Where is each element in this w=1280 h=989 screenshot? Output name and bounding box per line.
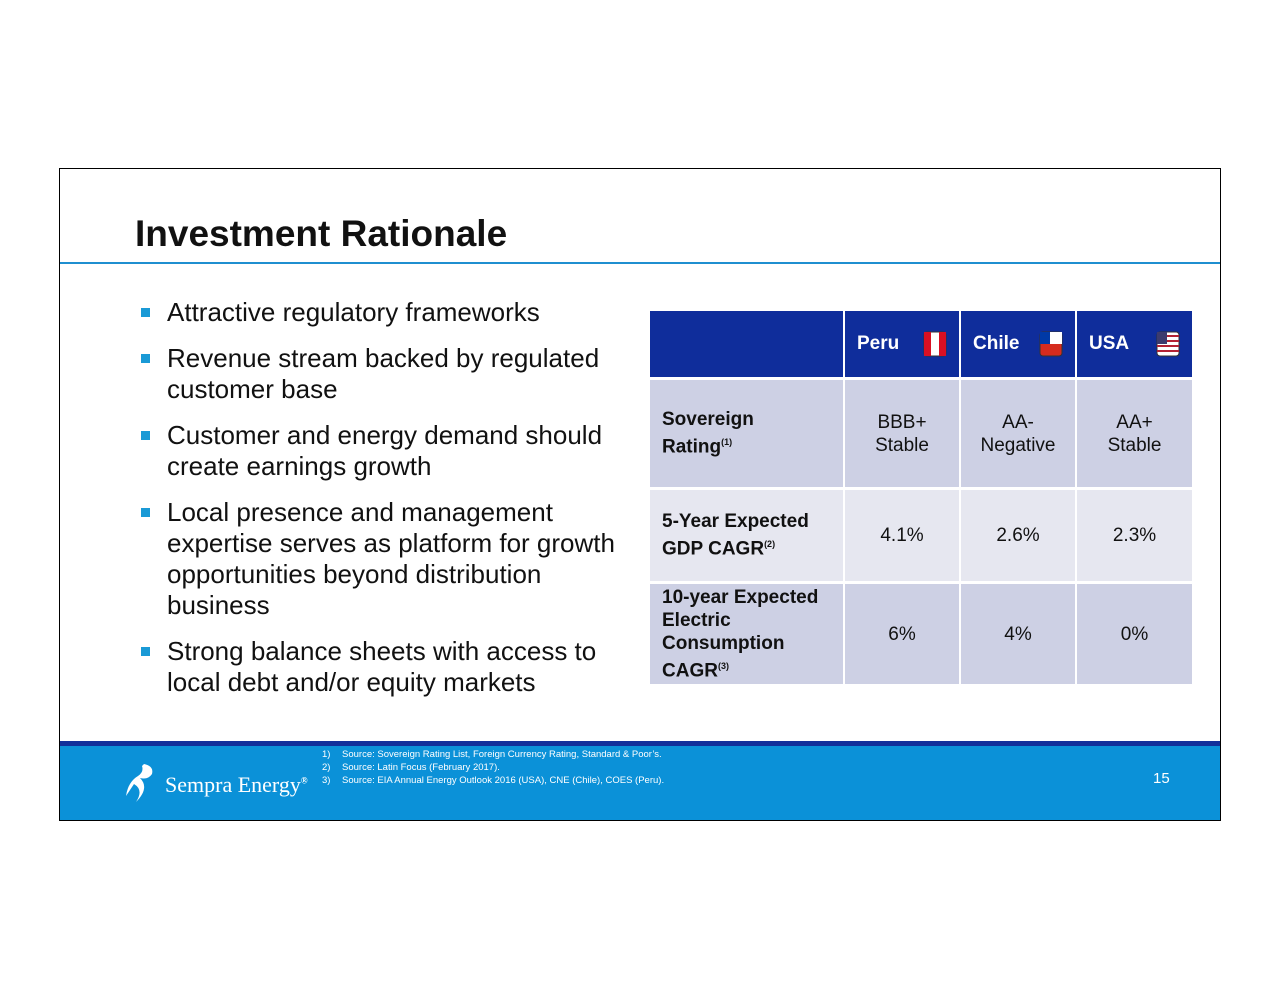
logo-text: Sempra Energy® <box>165 772 308 798</box>
value-line: AA+ <box>1116 411 1153 433</box>
footnote-text: Source: Sovereign Rating List, Foreign C… <box>342 749 662 760</box>
footnotes: 1) Source: Sovereign Rating List, Foreign… <box>322 748 664 787</box>
value-line: 2.3% <box>1112 525 1157 546</box>
bullet: Attractive regulatory frameworks <box>135 297 625 328</box>
row-label-cell: 10-year Expected Electric Consumption CA… <box>650 584 843 684</box>
value-cell: 4.1% <box>845 490 959 581</box>
header-cell <box>650 311 843 377</box>
title-rule <box>60 262 1220 264</box>
bullet: Local presence and management expertise … <box>135 497 625 621</box>
footnote-number: 3) <box>322 775 331 786</box>
bullet: Strong balance sheets with access to loc… <box>135 636 625 698</box>
value-line: 4% <box>1004 623 1032 645</box>
footnote-number: 2) <box>322 762 331 773</box>
footnote-ref: (1) <box>721 437 733 448</box>
value: AA- Negative <box>981 411 1056 457</box>
header-cell: Peru <box>845 311 959 377</box>
header-cell: Chile <box>961 311 1075 377</box>
logo-registered: ® <box>300 775 308 786</box>
row-label: 10-year Expected Electric Consumption CA… <box>662 586 827 682</box>
column-header: USA <box>1089 333 1130 354</box>
value-line: Stable <box>875 434 929 456</box>
page-number: 15 <box>1153 770 1170 787</box>
row-label-text: Sovereign Rating <box>662 409 754 458</box>
flag <box>1156 331 1180 357</box>
value: 6% <box>888 623 915 646</box>
value-cell: 4% <box>961 584 1075 684</box>
value-cell: 6% <box>845 584 959 684</box>
header-cell: USA <box>1077 311 1192 377</box>
value-line: AA- <box>1002 411 1034 433</box>
row-label: Sovereign Rating(1) <box>662 408 827 458</box>
footer-band <box>60 741 1220 820</box>
flag <box>1039 331 1063 357</box>
value: 4.1% <box>880 524 923 547</box>
bullet: Revenue stream backed by regulated custo… <box>135 343 625 405</box>
value-cell: AA- Negative <box>961 380 1075 487</box>
logo-name: Sempra Energy <box>165 772 301 797</box>
value-line: Negative <box>980 434 1056 456</box>
footnote: 3) Source: EIA Annual Energy Outlook 2016… <box>322 774 664 787</box>
value: BBB+ Stable <box>875 411 929 457</box>
value-cell: BBB+ Stable <box>845 380 959 487</box>
value-line: 6% <box>888 623 916 645</box>
value: 0% <box>1121 623 1148 646</box>
value: 2.6% <box>996 524 1039 547</box>
value-line: 0% <box>1120 623 1149 645</box>
slide-frame <box>59 168 1221 821</box>
row-label-cell: Sovereign Rating(1) <box>650 380 843 487</box>
footnote-text: Source: Latin Focus (February 2017). <box>342 762 500 773</box>
column-header: Peru <box>857 333 900 354</box>
value-line: Stable <box>1107 434 1162 456</box>
footnote: 1) Source: Sovereign Rating List, Foreign… <box>322 748 664 761</box>
value-line: 4.1% <box>880 525 924 546</box>
value-cell: 2.3% <box>1077 490 1192 581</box>
value: 4% <box>1004 623 1031 646</box>
footnote-ref: (3) <box>717 660 729 671</box>
value-cell: 2.6% <box>961 490 1075 581</box>
logo-icon <box>126 764 153 802</box>
footnote-text: Source: EIA Annual Energy Outlook 2016 (… <box>342 775 665 786</box>
value-cell: AA+ Stable <box>1077 380 1192 487</box>
value: 2.3% <box>1113 524 1156 547</box>
row-label: 5-Year Expected GDP CAGR(2) <box>662 510 827 560</box>
flag <box>923 331 947 357</box>
value-line: BBB+ <box>877 411 927 433</box>
column-header: Chile <box>973 333 1020 354</box>
value-cell: 0% <box>1077 584 1192 684</box>
row-label-text: 10-year Expected Electric Consumption CA… <box>662 586 819 682</box>
bullet: Customer and energy demand should create… <box>135 420 625 482</box>
row-label-cell: 5-Year Expected GDP CAGR(2) <box>650 490 843 581</box>
bullet-list: Attractive regulatory frameworks Revenue … <box>135 297 625 713</box>
slide-title: Investment Rationale <box>135 213 508 254</box>
row-label-text: 5-Year Expected GDP CAGR <box>662 511 809 560</box>
footnote-number: 1) <box>322 749 331 760</box>
value-line: 2.6% <box>996 525 1040 546</box>
value: AA+ Stable <box>1108 411 1162 457</box>
footnote: 2) Source: Latin Focus (February 2017). <box>322 761 664 774</box>
footnote-ref: (2) <box>764 539 776 550</box>
